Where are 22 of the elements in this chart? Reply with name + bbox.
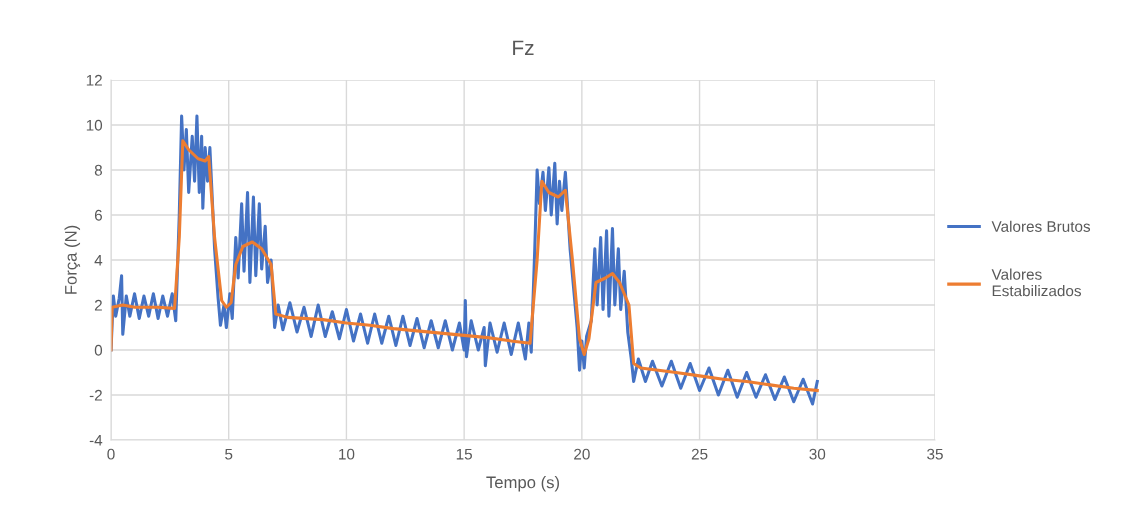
y-axis-title: Força (N) <box>64 225 81 294</box>
x-axis-title: Tempo (s) <box>486 476 560 492</box>
x-tick-label: 20 <box>574 448 590 460</box>
legend-label: Valores Brutos <box>991 220 1091 232</box>
legend-label: Valores Estabilizados <box>991 268 1081 297</box>
x-tick-label: 10 <box>339 448 355 460</box>
y-tick-label: 10 <box>86 119 103 131</box>
chart-title: Fz <box>513 40 534 55</box>
y-tick-label: 12 <box>86 74 102 86</box>
y-tick-label: 0 <box>94 344 103 356</box>
y-tick-label: 2 <box>94 299 102 311</box>
x-tick-label: 15 <box>456 448 472 460</box>
x-tick-label: 5 <box>225 448 233 460</box>
x-tick-label: 0 <box>107 448 115 460</box>
y-tick-label: 6 <box>94 209 102 221</box>
x-tick-label: 25 <box>691 448 708 460</box>
x-tick-label: 30 <box>809 448 826 460</box>
y-tick-label: -2 <box>89 389 102 401</box>
y-tick-label: 8 <box>94 164 102 176</box>
x-tick-label: 35 <box>927 448 943 460</box>
y-tick-label: 4 <box>94 255 103 266</box>
y-tick-label: -4 <box>89 435 103 446</box>
